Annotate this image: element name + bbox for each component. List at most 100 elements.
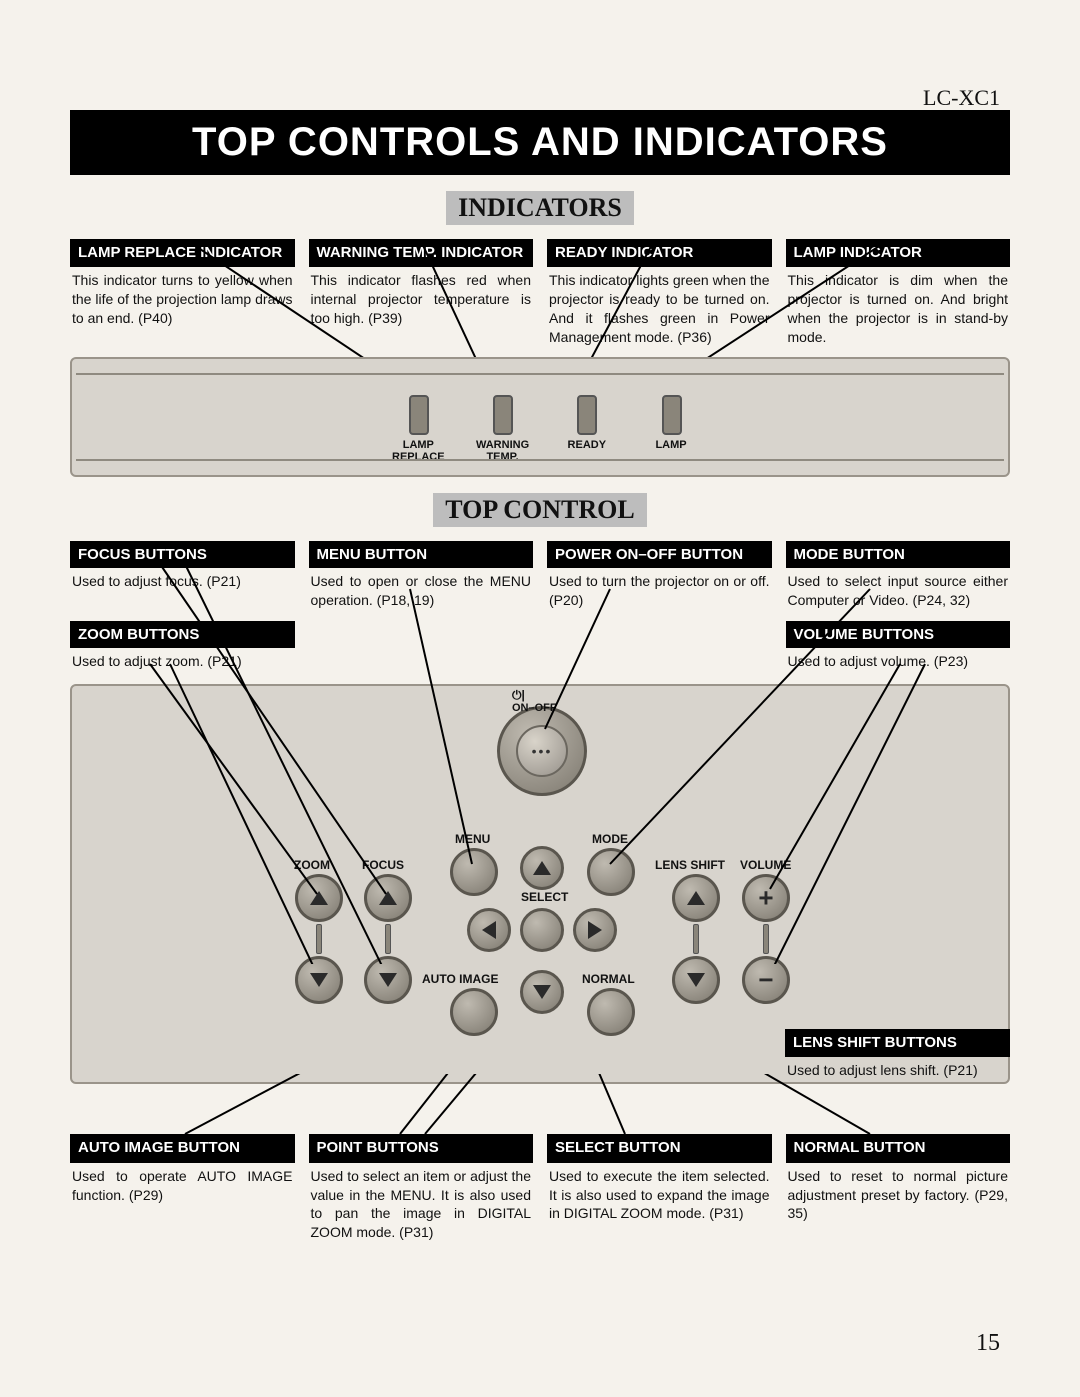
lens-shift-label: LENS SHIFT xyxy=(655,858,725,872)
callout-body: Used to select input source either Compu… xyxy=(786,572,1011,608)
normal-button[interactable] xyxy=(587,988,635,1036)
ready-indicator xyxy=(577,395,597,435)
zoom-down-button[interactable] xyxy=(295,956,343,1004)
arrow-right-icon xyxy=(588,921,602,939)
auto-image-button[interactable] xyxy=(450,988,498,1036)
point-down-button[interactable] xyxy=(520,970,564,1014)
top-control-title: TOP CONTROL xyxy=(433,493,647,527)
callout-ready: READY INDICATOR This indicator lights gr… xyxy=(547,239,772,347)
callout-body: Used to operate AUTO IMAGE function. (P2… xyxy=(70,1167,295,1205)
callout-header: ZOOM BUTTONS xyxy=(70,621,295,649)
mode-button[interactable] xyxy=(587,848,635,896)
focus-up-button[interactable] xyxy=(364,874,412,922)
indicator-label: LAMP xyxy=(655,439,686,451)
callout-body: Used to adjust focus. (P21) xyxy=(70,572,295,590)
callout-body: This indicator flashes red when internal… xyxy=(309,271,534,328)
warning-temp-indicator xyxy=(493,395,513,435)
bottom-callouts: AUTO IMAGE BUTTON Used to operate AUTO I… xyxy=(70,1134,1010,1242)
zoom-label: ZOOM xyxy=(294,858,330,872)
link-bar xyxy=(316,924,322,954)
mode-label: MODE xyxy=(592,832,628,846)
callout-select: SELECT BUTTON Used to execute the item s… xyxy=(547,1134,772,1242)
page-banner: TOP CONTROLS AND INDICATORS xyxy=(70,110,1010,175)
callout-header: NORMAL BUTTON xyxy=(786,1134,1011,1162)
focus-down-button[interactable] xyxy=(364,956,412,1004)
power-icon: ••• xyxy=(532,743,553,759)
focus-label: FOCUS xyxy=(362,858,404,872)
arrow-down-icon xyxy=(687,973,705,987)
arrow-up-icon xyxy=(310,891,328,905)
lamp-replace-indicator xyxy=(409,395,429,435)
normal-label: NORMAL xyxy=(582,972,635,986)
callout-header: READY INDICATOR xyxy=(547,239,772,267)
callout-body: This indicator lights green when the pro… xyxy=(547,271,772,347)
on-off-label: ON–OFF xyxy=(512,702,557,714)
callout-body: Used to adjust volume. (P23) xyxy=(786,652,1011,670)
callout-body: Used to execute the item selected. It is… xyxy=(547,1167,772,1224)
callout-header: POINT BUTTONS xyxy=(309,1134,534,1162)
plus-icon: + xyxy=(758,883,773,914)
callout-normal: NORMAL BUTTON Used to reset to normal pi… xyxy=(786,1134,1011,1242)
arrow-up-icon xyxy=(379,891,397,905)
indicators-title: INDICATORS xyxy=(446,191,634,225)
callout-volume: VOLUME BUTTONS Used to adjust volume. (P… xyxy=(786,621,1011,671)
callout-power: POWER ON–OFF BUTTON Used to turn the pro… xyxy=(547,541,772,609)
callout-header: FOCUS BUTTONS xyxy=(70,541,295,569)
callout-lamp-replace: LAMP REPLACE INDICATOR This indicator tu… xyxy=(70,239,295,347)
point-right-button[interactable] xyxy=(573,908,617,952)
callout-mode: MODE BUTTON Used to select input source … xyxy=(786,541,1011,609)
link-bar xyxy=(763,924,769,954)
arrow-down-icon xyxy=(533,985,551,999)
callout-header: POWER ON–OFF BUTTON xyxy=(547,541,772,569)
callout-body: Used to adjust zoom. (P21) xyxy=(70,652,295,670)
control-panel: ••• ⏻| ON–OFF MENU MODE SELECT AUTO IMAG… xyxy=(70,684,1010,1084)
callout-header: WARNING TEMP. INDICATOR xyxy=(309,239,534,267)
callout-body: Used to open or close the MENU operation… xyxy=(309,572,534,608)
callout-header: MENU BUTTON xyxy=(309,541,534,569)
callout-body: Used to select an item or adjust the val… xyxy=(309,1167,534,1243)
callout-body: Used to reset to normal picture adjustme… xyxy=(786,1167,1011,1224)
lens-shift-up-button[interactable] xyxy=(672,874,720,922)
callout-menu: MENU BUTTON Used to open or close the ME… xyxy=(309,541,534,609)
indicator-label: READY xyxy=(568,439,607,451)
auto-image-label: AUTO IMAGE xyxy=(422,972,498,986)
model-code: LC-XC1 xyxy=(923,85,1000,111)
volume-up-button[interactable]: + xyxy=(742,874,790,922)
on-off-symbol: ⏻| xyxy=(512,688,525,703)
callout-body: This indicator is dim when the projector… xyxy=(786,271,1011,347)
callout-header: SELECT BUTTON xyxy=(547,1134,772,1162)
menu-button[interactable] xyxy=(450,848,498,896)
callout-lens-shift: LENS SHIFT BUTTONS Used to adjust lens s… xyxy=(785,1029,1010,1079)
callout-body: Used to adjust lens shift. (P21) xyxy=(785,1061,1010,1079)
point-left-button[interactable] xyxy=(467,908,511,952)
callout-focus: FOCUS BUTTONS Used to adjust focus. (P21… xyxy=(70,541,295,591)
callout-auto-image: AUTO IMAGE BUTTON Used to operate AUTO I… xyxy=(70,1134,295,1242)
indicator-label: LAMP REPLACE xyxy=(392,439,445,463)
indicator-callouts: LAMP REPLACE INDICATOR This indicator tu… xyxy=(70,239,1010,347)
volume-label: VOLUME xyxy=(740,858,791,872)
callout-header: LENS SHIFT BUTTONS xyxy=(785,1029,1010,1057)
volume-down-button[interactable]: − xyxy=(742,956,790,1004)
select-button[interactable] xyxy=(520,908,564,952)
callout-body: Used to turn the projector on or off. (P… xyxy=(547,572,772,608)
callout-header: MODE BUTTON xyxy=(786,541,1011,569)
arrow-down-icon xyxy=(310,973,328,987)
indicator-panel: LAMP REPLACE WARNING TEMP. READY LAMP xyxy=(70,357,1010,477)
zoom-up-button[interactable] xyxy=(295,874,343,922)
point-up-button[interactable] xyxy=(520,846,564,890)
arrow-up-icon xyxy=(687,891,705,905)
top-control-row1: FOCUS BUTTONS Used to adjust focus. (P21… xyxy=(70,541,1010,679)
menu-label: MENU xyxy=(455,832,490,846)
select-label: SELECT xyxy=(521,890,568,904)
callout-header: AUTO IMAGE BUTTON xyxy=(70,1134,295,1162)
power-button[interactable]: ••• xyxy=(497,706,587,796)
indicator-label: WARNING TEMP. xyxy=(476,439,529,463)
link-bar xyxy=(693,924,699,954)
lens-shift-down-button[interactable] xyxy=(672,956,720,1004)
page-number: 15 xyxy=(976,1330,1000,1357)
arrow-up-icon xyxy=(533,861,551,875)
minus-icon: − xyxy=(758,965,773,996)
callout-header: LAMP REPLACE INDICATOR xyxy=(70,239,295,267)
callout-header: LAMP INDICATOR xyxy=(786,239,1011,267)
link-bar xyxy=(385,924,391,954)
